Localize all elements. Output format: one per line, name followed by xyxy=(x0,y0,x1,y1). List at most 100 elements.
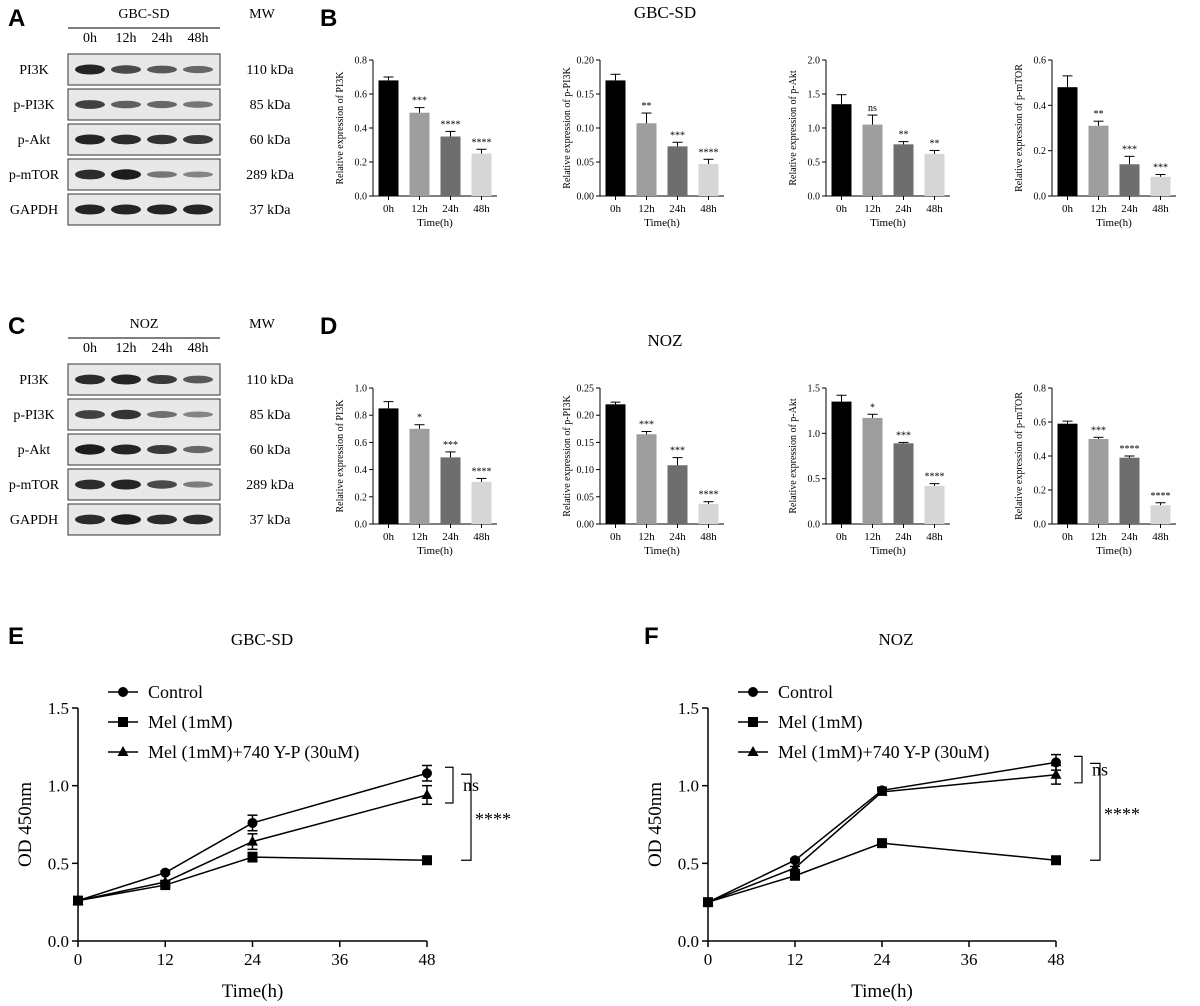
x-tick-label: 24h xyxy=(1121,203,1138,215)
x-tick-label: 12h xyxy=(864,531,881,543)
blot-mw-label: 60 kDa xyxy=(250,133,292,148)
y-tick-label: 0.15 xyxy=(577,90,595,101)
bar-panel-title-B: GBC-SD xyxy=(634,3,696,22)
bar xyxy=(667,465,688,524)
blot-band xyxy=(147,444,177,455)
blot-band xyxy=(75,410,105,419)
y-axis-label: OD 450nm xyxy=(645,782,666,867)
significance-label: **** xyxy=(699,147,719,158)
panel-letter-E: E xyxy=(8,623,24,650)
y-tick-label: 0.0 xyxy=(808,520,821,531)
blot-band xyxy=(147,204,177,215)
marker-square xyxy=(247,852,258,863)
bar xyxy=(698,164,719,196)
significance-label: ** xyxy=(930,138,940,149)
blot-mw-label: 289 kDa xyxy=(246,478,295,493)
y-tick-label: 0.5 xyxy=(808,158,821,169)
significance-label: **** xyxy=(1151,491,1171,502)
y-tick-label: 0.05 xyxy=(577,158,595,169)
blot-protein-label: p-mTOR xyxy=(9,478,60,493)
y-tick-label: 0.0 xyxy=(808,192,821,203)
line-chart-title: GBC-SD xyxy=(231,630,293,649)
x-tick-label: 24h xyxy=(895,203,912,215)
marker-triangle xyxy=(72,894,84,905)
y-axis-label: Relative expression of PI3K xyxy=(335,399,346,513)
bar-chart-D-3: 0.0 0.2 0.4 0.6 0.8 Relative expression of p-… xyxy=(1014,384,1176,557)
y-tick-label: 0.10 xyxy=(577,124,595,135)
x-tick-label: 48h xyxy=(473,531,490,543)
bar xyxy=(409,112,430,196)
x-axis-label: Time(h) xyxy=(870,545,906,557)
bar xyxy=(605,80,626,196)
mw-header: MW xyxy=(249,7,275,22)
marker-circle xyxy=(118,687,128,697)
blot-band xyxy=(111,514,141,525)
x-axis-label: Time(h) xyxy=(417,217,453,229)
marker-triangle xyxy=(421,788,433,799)
y-axis-label: Relative expression of p-Akt xyxy=(788,398,799,513)
legend-entry: Control xyxy=(148,682,203,702)
blot-protein-label: p-Akt xyxy=(18,443,51,458)
significance-label: ns xyxy=(868,103,877,114)
y-tick-label: 0.4 xyxy=(355,465,368,476)
bar xyxy=(471,153,492,196)
annotation-significance: **** xyxy=(475,809,511,829)
blot-band xyxy=(111,65,141,74)
blot-band xyxy=(111,479,141,490)
y-tick-label: 0.0 xyxy=(1034,192,1047,203)
y-tick-label: 0.15 xyxy=(577,438,595,449)
y-tick-label: 1.5 xyxy=(678,699,699,718)
y-tick-label: 0.00 xyxy=(577,520,595,531)
bar xyxy=(698,503,719,524)
blot-band xyxy=(75,479,105,490)
annotation-significance: **** xyxy=(1104,804,1140,824)
y-axis-label: Relative expression of p-PI3K xyxy=(562,67,573,189)
blot-protein-label: PI3K xyxy=(19,63,49,78)
significance-label: *** xyxy=(639,420,654,431)
y-axis-label: Relative expression of p-mTOR xyxy=(1014,64,1025,192)
y-tick-label: 0.5 xyxy=(808,474,821,485)
line-chart-E: GBC-SD 0.0 0.5 1.0 1.5 0 12 24 36 48 Time(h) OD 450… xyxy=(15,630,511,1002)
y-tick-label: 0.5 xyxy=(678,854,699,873)
blot-cell-line: GBC-SD xyxy=(118,7,169,22)
bar xyxy=(1057,87,1078,196)
x-tick-label: 48h xyxy=(1152,203,1169,215)
bar-chart-B-2: 0.0 0.5 1.0 1.5 2.0 Relative expression of p-… xyxy=(788,56,950,229)
series-line xyxy=(77,794,428,902)
x-axis-label: Time(h) xyxy=(644,545,680,557)
blot-band xyxy=(147,134,177,145)
bar-chart-D-1: 0.00 0.05 0.10 0.15 0.20 0.25 Relative express… xyxy=(562,384,724,557)
marker-square xyxy=(748,717,758,727)
bar xyxy=(636,123,657,196)
significance-label: **** xyxy=(472,466,492,477)
x-tick-label: 0h xyxy=(383,531,395,543)
blot-band xyxy=(183,171,213,178)
x-tick-label: 0h xyxy=(836,203,848,215)
marker-triangle xyxy=(702,896,714,907)
blot-mw-label: 85 kDa xyxy=(250,408,292,423)
blot-band xyxy=(111,374,141,385)
lane-label: 0h xyxy=(83,31,97,46)
marker-circle xyxy=(247,817,258,828)
blot-mw-label: 289 kDa xyxy=(246,168,295,183)
x-tick-label: 12 xyxy=(787,950,804,969)
y-tick-label: 0.4 xyxy=(1034,452,1047,463)
marker-triangle xyxy=(159,875,171,886)
marker-circle xyxy=(790,855,800,866)
marker-square xyxy=(790,870,800,881)
series-line xyxy=(707,842,1057,903)
x-tick-label: 0h xyxy=(836,531,848,543)
y-tick-label: 0.0 xyxy=(678,932,699,951)
x-axis-label: Time(h) xyxy=(222,981,284,1002)
y-tick-label: 1.0 xyxy=(808,429,821,440)
marker-triangle xyxy=(117,746,129,756)
blot-band xyxy=(111,204,141,215)
significance-label: ** xyxy=(899,130,909,141)
y-axis-label: OD 450nm xyxy=(15,782,36,867)
y-tick-label: 0.6 xyxy=(355,90,368,101)
significance-label: **** xyxy=(925,472,945,483)
panel-letter-D: D xyxy=(320,313,337,340)
blot-band xyxy=(183,134,213,145)
blot-band xyxy=(111,134,141,145)
lane-label: 48h xyxy=(188,31,209,46)
